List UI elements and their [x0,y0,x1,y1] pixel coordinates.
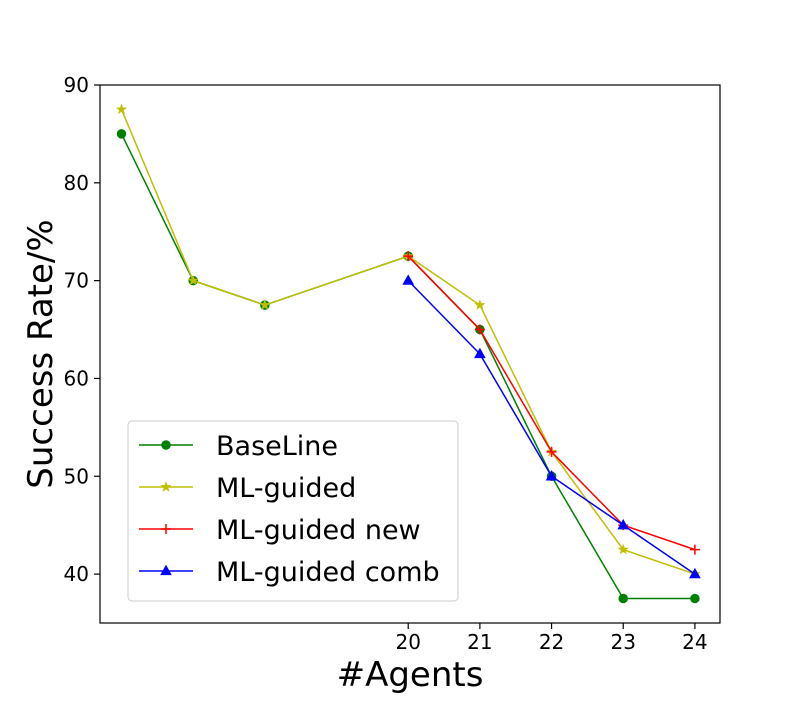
series-line [120,109,696,575]
data-point [474,347,486,359]
legend-marker [160,564,172,576]
axis-ticks: 20 21 22 23 24 40 50 60 70 80 90 [64,73,708,654]
data-point [474,324,485,335]
x-tick-label: 22 [539,630,564,654]
y-tick-label: 50 [64,464,89,488]
data-point [116,129,127,139]
legend-label: BaseLine [216,431,338,462]
y-tick-label: 40 [64,562,89,586]
data-point [545,469,558,481]
legend-entry: ML-guided comb [139,557,440,588]
data-point [617,543,629,555]
legend: BaseLine ML-guided ML-guided new ML-guided … [127,420,459,602]
legend-label: ML-guided new [216,515,421,546]
y-tick-label: 80 [64,171,89,195]
x-tick-label: 23 [611,630,636,654]
data-point [474,299,486,310]
y-tick-label: 90 [64,73,89,97]
data-point [689,567,701,579]
legend-entry: ML-guided [139,473,356,504]
data-point [618,593,628,604]
legend-entry: BaseLine [139,431,338,462]
legend-marker [161,440,171,450]
data-point [187,274,199,286]
data-point [115,103,128,115]
legend-entry: ML-guided new [139,515,421,546]
data-point [546,446,557,457]
y-tick-label: 70 [64,269,89,293]
legend-label: ML-guided comb [216,557,440,588]
data-point [259,299,271,310]
legend-marker [161,524,171,534]
y-axis-title: Success Rate/% [21,219,61,488]
data-point [617,518,630,530]
legend-box [127,420,459,602]
x-tick-label: 21 [467,630,492,654]
data-point [689,544,700,555]
data-point [690,593,700,604]
x-tick-label: 20 [395,630,420,654]
legend-label: ML-guided [216,473,356,504]
data-point [402,274,415,285]
x-axis-title: #Agents [337,655,484,695]
chart-marks [115,103,701,604]
series-ml-guided-comb [402,274,701,579]
data-point [403,251,414,262]
plot-frame [99,84,721,624]
legend-marker [160,480,172,492]
x-tick-label: 24 [682,630,707,654]
y-tick-label: 60 [64,366,89,390]
